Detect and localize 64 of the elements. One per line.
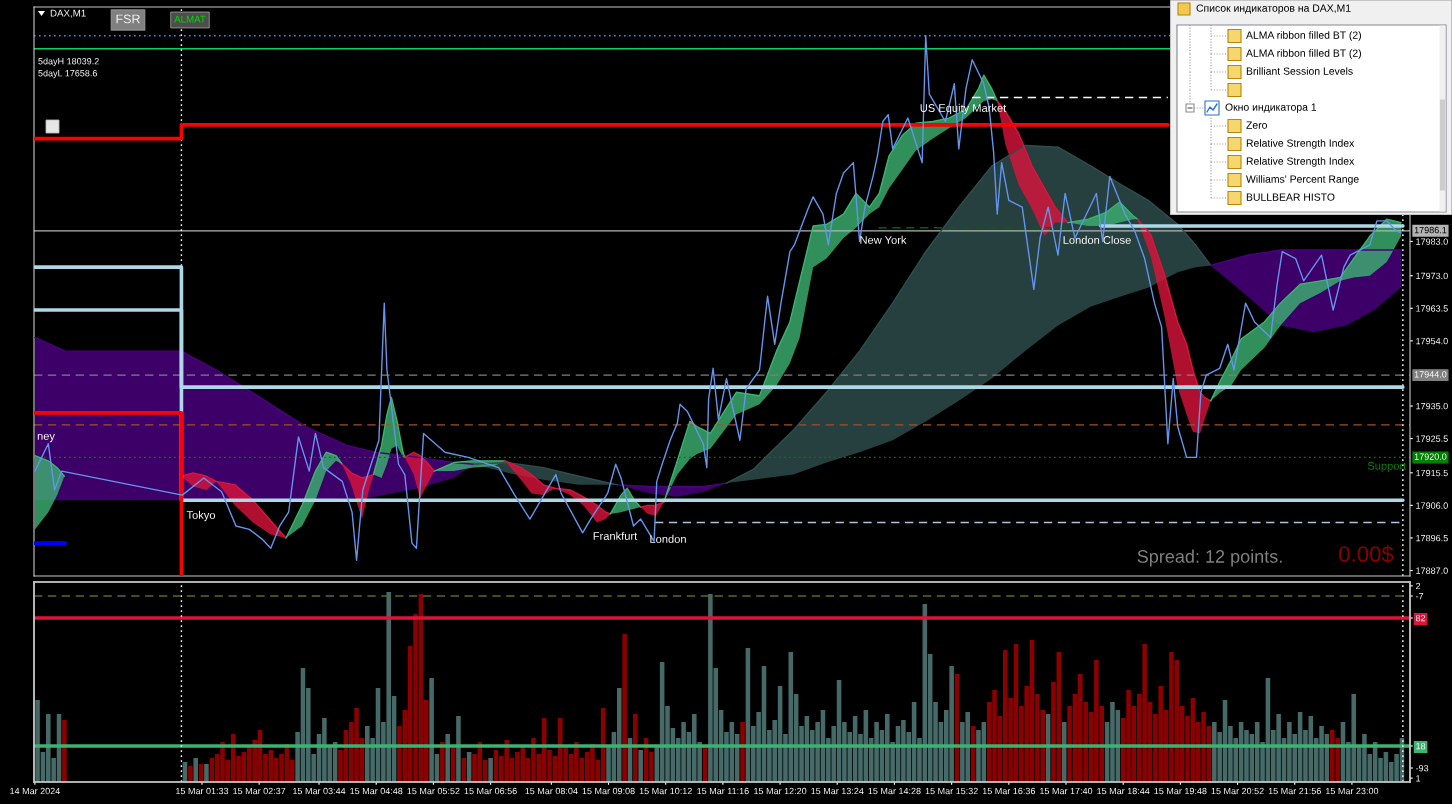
y-tick-label: 82 — [1415, 614, 1426, 622]
x-tick-label: 15 Mar 02:37 — [233, 787, 286, 795]
annotation: ALMAT — [174, 15, 206, 23]
x-tick-label: 14 Mar 2024 — [10, 787, 60, 795]
y3-tick-label: 2 — [1416, 582, 1421, 590]
x-tick-label: 15 Mar 20:52 — [1211, 787, 1264, 795]
y-tick-label: 17925.5 — [1416, 435, 1448, 442]
ref-line-label: 17920.0 — [1414, 453, 1447, 460]
annotation: ney — [37, 433, 55, 443]
x-tick-label: 15 Mar 12:20 — [754, 787, 807, 795]
annotation: Spread: 12 points. — [1137, 549, 1282, 567]
ref-line-label: 17944.0 — [1414, 371, 1447, 378]
x-tick-label: 15 Mar 19:48 — [1154, 787, 1207, 795]
x-tick-label: 15 Mar 18:44 — [1097, 787, 1150, 795]
annotation: 5dayL 17658.6 — [38, 69, 97, 79]
annotation: London Close — [1063, 235, 1131, 244]
annotation: Frankfurt — [593, 531, 638, 540]
x-tick-label: 15 Mar 21:56 — [1268, 787, 1321, 795]
category-label: Brilliant Session Levels — [1246, 67, 1353, 75]
annotation: Support — [1367, 461, 1407, 472]
x-tick-label: 15 Mar 05:52 — [407, 787, 460, 795]
category-label: Relative Strength Index — [1246, 157, 1355, 167]
y-tick-label: 17906.0 — [1416, 502, 1448, 509]
x-tick-label: 15 Mar 16:36 — [982, 787, 1036, 795]
category-label: ALMA ribbon filled BT (2) — [1246, 31, 1361, 41]
category-label: BULLBEAR HISTO — [1246, 193, 1335, 201]
x-tick-label: 15 Mar 08:04 — [525, 787, 578, 795]
x-tick-label: 15 Mar 06:56 — [464, 787, 517, 795]
annotation: FSR — [116, 14, 140, 24]
y-tick-label: 17963.5 — [1416, 305, 1448, 312]
y-tick-label: 17973.0 — [1416, 272, 1448, 280]
x-tick-label: 15 Mar 13:24 — [811, 787, 864, 795]
chart-title: DAX,M1 — [50, 9, 86, 18]
y-tick-label: 17887.0 — [1416, 567, 1448, 574]
y2-tick-label: -93 — [1415, 764, 1429, 772]
x-tick-label: 15 Mar 03:44 — [293, 787, 346, 795]
text: Список индикаторов на DAX,M1 — [1196, 4, 1351, 14]
y-tick-label: 17983.0 — [1416, 238, 1448, 245]
x-tick-label: 15 Mar 04:48 — [350, 787, 403, 795]
x-tick-label: 15 Mar 14:28 — [868, 787, 921, 795]
y-tick-label: 18 — [1416, 742, 1426, 750]
category-label: Zero — [1246, 121, 1267, 129]
y3-tick-label: 1 — [1416, 775, 1421, 782]
y-tick-label: 17896.5 — [1416, 534, 1448, 542]
x-tick-label: 15 Mar 10:12 — [639, 787, 692, 795]
y-tick-label: 17935.0 — [1416, 402, 1448, 410]
annotation: 0.00$ — [1339, 545, 1394, 564]
ref-line-label: 17986.1 — [1414, 226, 1447, 234]
category-label: Williams' Percent Range — [1246, 175, 1359, 185]
category-label: ALMA ribbon filled BT (2) — [1246, 49, 1361, 59]
category-label: Окно индикатора 1 — [1225, 103, 1317, 113]
x-tick-label: 15 Mar 23:00 — [1326, 787, 1379, 795]
x-tick-label: 15 Mar 17:40 — [1040, 787, 1093, 795]
x-tick-label: 15 Mar 01:33 — [176, 787, 229, 795]
y-tick-label: 17915.5 — [1416, 469, 1448, 477]
annotation: New York — [860, 235, 907, 244]
x-tick-label: 15 Mar 11:16 — [697, 787, 749, 795]
y2-tick-label: -7 — [1415, 593, 1424, 600]
annotation: 5dayH 18039.2 — [38, 57, 99, 67]
annotation: Tokyo — [186, 510, 216, 522]
category-label: Relative Strength Index — [1246, 139, 1355, 149]
y-tick-label: 17954.0 — [1416, 337, 1448, 345]
x-tick-label: 15 Mar 15:32 — [925, 787, 978, 795]
x-tick-label: 15 Mar 09:08 — [582, 787, 635, 795]
